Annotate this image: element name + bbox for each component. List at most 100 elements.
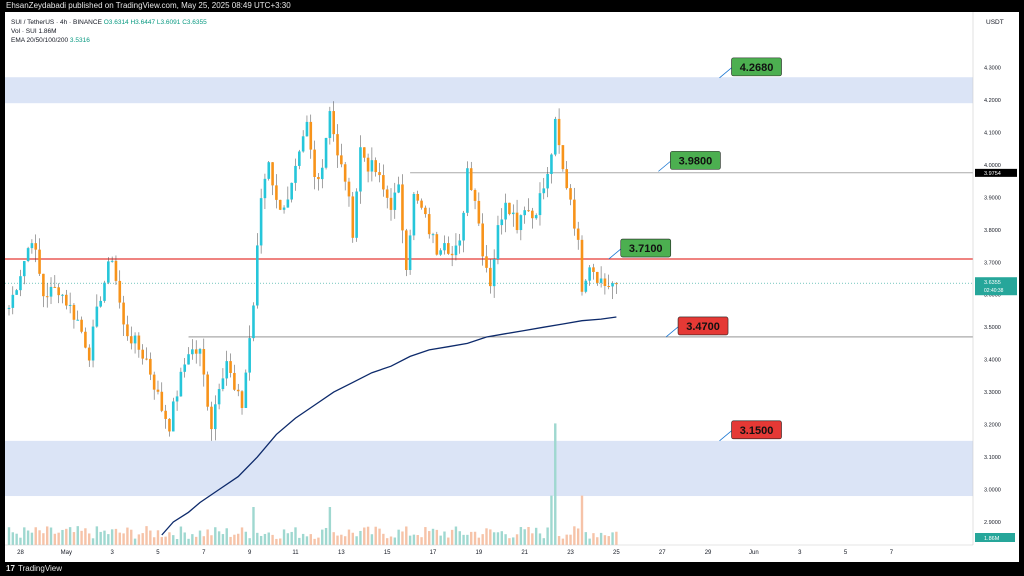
candle-body <box>301 136 305 152</box>
candle-body <box>469 168 473 191</box>
volume-bar <box>481 534 484 545</box>
volume-bar <box>26 530 30 545</box>
x-tick-label: 19 <box>476 550 483 556</box>
candle-body <box>477 200 481 224</box>
volume-bar <box>298 537 301 545</box>
volume-bar <box>95 526 99 545</box>
candle-body <box>149 358 152 375</box>
price-scale-currency: USDT <box>986 19 1004 26</box>
candle-body <box>95 306 99 327</box>
x-tick-label: 7 <box>890 550 894 556</box>
legend-symbol[interactable]: SUI / TetherUS · 4h · BINANCE <box>11 19 102 26</box>
label-pointer <box>658 161 671 172</box>
volume-bar <box>561 538 565 545</box>
candle-body <box>515 212 519 231</box>
candle-body <box>378 172 381 176</box>
level-label-box[interactable] <box>670 151 721 170</box>
candle-body <box>91 326 95 361</box>
volume-bar <box>286 533 290 545</box>
candle-body <box>431 234 435 236</box>
zone-box <box>5 77 973 104</box>
candle-body <box>206 374 209 407</box>
candle-body <box>320 167 324 180</box>
candle-body <box>179 371 183 397</box>
candle-body <box>263 178 267 199</box>
candle-body <box>553 118 557 155</box>
candle-body <box>443 243 446 251</box>
tradingview-logo[interactable]: 17 TradingView <box>6 564 62 574</box>
candle-body <box>103 282 106 301</box>
candle-body <box>160 391 164 411</box>
legend-volume-row[interactable]: Vol · SUI 1.86M <box>11 27 207 36</box>
y-tick-label: 3.2000 <box>984 423 1001 429</box>
candle-body <box>569 188 572 200</box>
volume-bar <box>61 529 64 545</box>
candle-body <box>294 165 297 183</box>
candle-body <box>615 283 618 285</box>
volume-bar <box>523 529 526 545</box>
volume-bar <box>584 532 588 545</box>
y-tick-label: 3.3000 <box>984 390 1001 396</box>
volume-bar <box>130 529 133 545</box>
candle-body <box>80 319 83 332</box>
volume-bar <box>19 537 22 545</box>
volume-bar <box>512 537 515 545</box>
candle-body <box>145 358 148 360</box>
y-tick-label: 3.5000 <box>984 325 1001 331</box>
volume-bar <box>607 536 610 545</box>
candle-body <box>298 151 301 166</box>
chart-canvas[interactable]: 4.2680 3.9800 3.7100 3.4700 3.1500 USDT 4.3000… <box>5 12 1019 562</box>
volume-bar <box>397 529 400 545</box>
volume-bar <box>557 536 561 545</box>
volume-bar <box>248 538 251 545</box>
volume-bar <box>370 534 374 545</box>
volume-bar <box>194 536 198 545</box>
candle-body <box>84 331 87 348</box>
candle-body <box>217 389 221 405</box>
level-label-box[interactable] <box>731 57 782 77</box>
volume-bar <box>546 527 549 545</box>
candle-body <box>580 239 584 292</box>
volume-bar <box>110 529 114 545</box>
volume-bar <box>133 538 137 545</box>
level-label-box[interactable] <box>620 238 672 258</box>
footer-bar: 17 TradingView <box>0 562 1024 576</box>
level-label-box[interactable] <box>677 316 729 336</box>
volume-bar <box>485 528 488 545</box>
x-tick-label: 28 <box>17 550 24 556</box>
volume-bar <box>576 528 580 545</box>
volume-bar <box>599 532 603 545</box>
volume-bar <box>332 532 335 545</box>
volume-bar <box>573 526 576 545</box>
candle-body <box>336 134 339 156</box>
level-label-text: 3.4700 <box>686 321 720 333</box>
volume-bar <box>447 537 450 545</box>
volume-bar <box>267 532 270 545</box>
label-pointer <box>608 248 621 260</box>
candle-body <box>156 389 160 392</box>
candle-body <box>489 267 492 287</box>
candle-body <box>110 260 114 262</box>
legend-symbol-row: SUI / TetherUS · 4h · BINANCE O3.6314 H3… <box>11 18 207 27</box>
candle-body <box>19 276 22 291</box>
volume-bar <box>30 532 34 545</box>
volume-bar <box>554 423 557 545</box>
volume-bar <box>420 537 423 545</box>
volume-bar <box>531 533 534 545</box>
candle-body <box>427 214 431 235</box>
volume-bar <box>149 530 152 545</box>
candle-body <box>122 302 125 325</box>
level-label-box[interactable] <box>731 420 782 440</box>
candle-body <box>561 145 565 170</box>
volume-bar <box>428 531 431 545</box>
volume-bar <box>271 534 274 545</box>
volume-bar <box>141 533 144 545</box>
candle-body <box>225 361 229 379</box>
chart-plot[interactable]: 4.2680 3.9800 3.7100 3.4700 3.1500 USDT 4.3000… <box>5 12 1019 562</box>
volume-bar <box>179 526 183 545</box>
volume-bar <box>237 533 240 545</box>
volume-bar <box>23 527 26 545</box>
candle-body <box>599 278 603 283</box>
legend-ema-row[interactable]: EMA 20/50/100/200 3.5316 <box>11 36 207 45</box>
x-tick-label: 7 <box>202 550 206 556</box>
